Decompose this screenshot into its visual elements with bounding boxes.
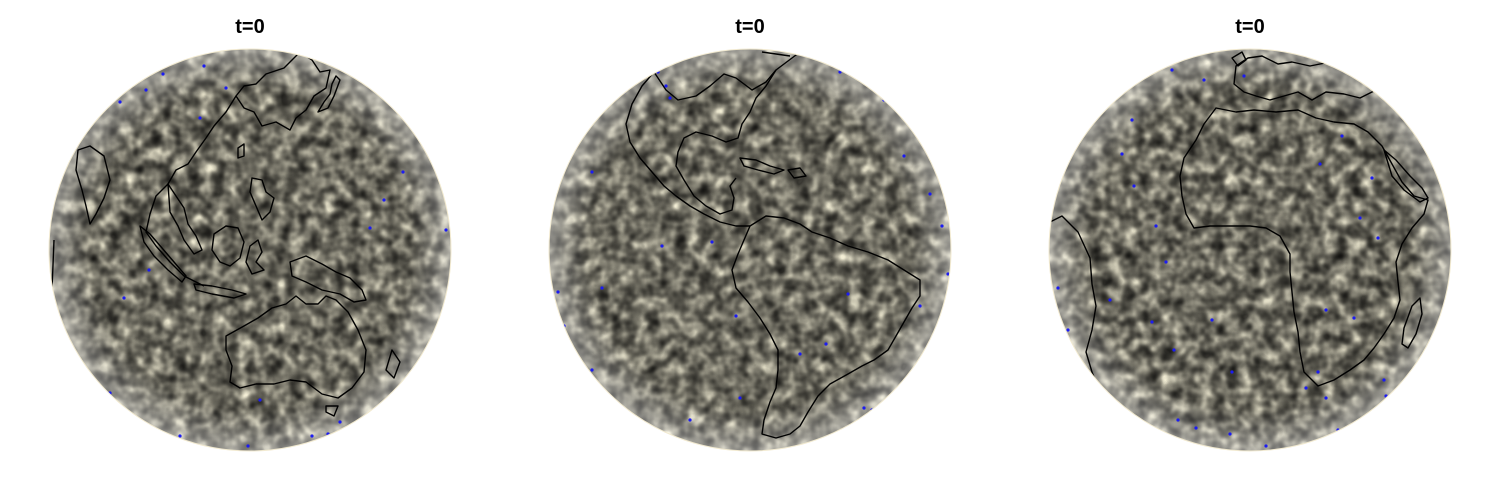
coast-japan <box>317 75 341 113</box>
globe-panel-americas: t=0 <box>500 0 1000 500</box>
panel-title: t=0 <box>235 16 265 38</box>
panel-title: t=0 <box>1235 16 1265 38</box>
coast-india <box>75 145 111 225</box>
coast-south-america <box>731 215 921 439</box>
field-layer <box>549 49 951 451</box>
globe-panel-africa: t=0 <box>1000 0 1500 500</box>
coast-new-guinea <box>289 255 367 303</box>
globe-africa <box>1048 48 1452 452</box>
coast-hispaniola <box>787 167 807 179</box>
coast-sulawesi <box>245 239 265 275</box>
coast-europe <box>1233 55 1377 101</box>
coast-south-america-east <box>1049 215 1101 393</box>
coast-tasmania <box>325 405 339 417</box>
coast-arabia <box>1383 149 1429 203</box>
coast-philippines <box>249 177 275 221</box>
globe-outline <box>548 48 952 452</box>
coast-british-isles <box>1231 51 1247 67</box>
globe-americas <box>548 48 952 452</box>
coast-us-west <box>625 71 750 227</box>
field-layer <box>1049 49 1451 451</box>
globe-outline <box>48 48 452 452</box>
coast-borneo <box>211 225 245 267</box>
coast-north-america <box>653 51 801 101</box>
coast-java <box>193 283 247 299</box>
coast-taiwan <box>237 143 245 159</box>
coast-madagascar <box>1401 297 1423 349</box>
coast-indochina <box>167 183 203 255</box>
coast-australia <box>225 295 367 399</box>
coast-east-asia <box>235 51 331 131</box>
globe-panel-asia-pacific: t=0 <box>0 0 500 500</box>
coast-us-east <box>675 69 777 215</box>
field-layer <box>49 49 451 451</box>
coast-africa <box>1179 107 1429 387</box>
coastlines <box>625 51 939 439</box>
coast-cuba <box>739 157 785 175</box>
panel-title: t=0 <box>735 16 765 38</box>
coast-china-coast <box>145 95 237 287</box>
globe-asia-pacific <box>48 48 452 452</box>
globe-outline <box>1048 48 1452 452</box>
sample-points <box>1056 68 1388 448</box>
coast-new-zealand <box>385 349 401 379</box>
coast-sumatra <box>139 225 187 283</box>
